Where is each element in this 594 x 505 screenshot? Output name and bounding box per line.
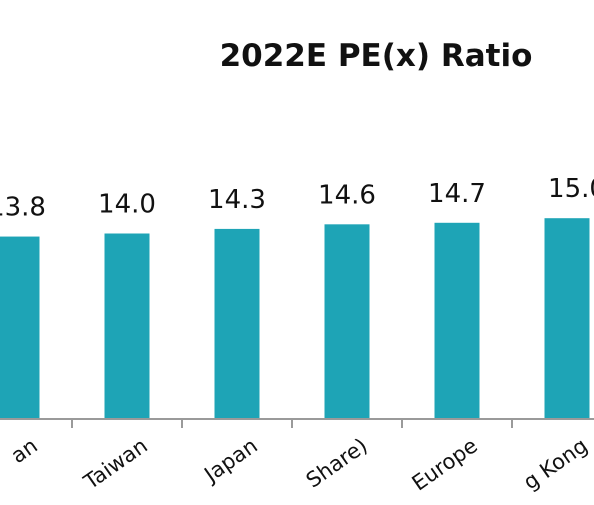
value-label-1: 13.8 [0, 193, 46, 223]
bar-2 [104, 233, 150, 419]
value-label-4: 14.6 [318, 180, 376, 210]
value-label-5: 14.7 [428, 179, 486, 209]
ticks-layer [71, 419, 513, 428]
bar-3 [214, 228, 260, 419]
x-tick-label-3: Japan [198, 433, 261, 487]
value-label-2: 14.0 [98, 190, 156, 220]
value-label-6: 15.0 [548, 174, 594, 204]
x-tick-label-5: Europe [408, 433, 482, 495]
x-tick-label-6: g Kong [519, 433, 592, 494]
x-tick-label-2: Taiwan [79, 433, 152, 494]
bar-4 [324, 224, 370, 419]
chart-title: 2022E PE(x) Ratio [220, 38, 533, 74]
bars-layer [0, 218, 590, 419]
value-label-3: 14.3 [208, 185, 266, 215]
x-tick-label-4: Share) [302, 433, 372, 492]
bar-5 [434, 222, 480, 419]
bar-6 [544, 218, 590, 419]
bar-1 [0, 236, 40, 419]
x-tick-label-1: an [7, 433, 42, 468]
category-labels-layer: an Taiwan Japan Share) Europe g Kong [7, 433, 592, 495]
value-labels-layer: 13.8 14.0 14.3 14.6 14.7 15.0 [0, 174, 594, 222]
